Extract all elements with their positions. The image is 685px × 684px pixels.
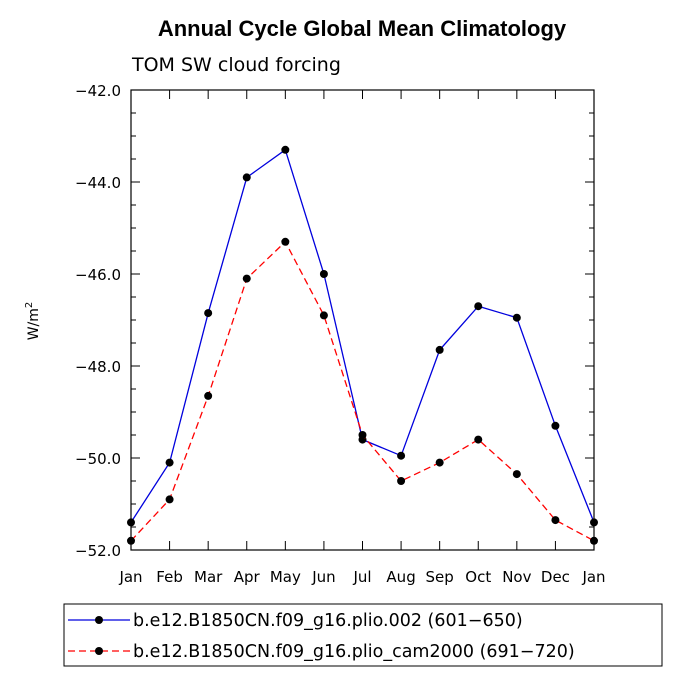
data-point-series-2	[512, 470, 521, 479]
data-point-series-1	[242, 173, 251, 182]
data-point-series-1	[551, 421, 560, 430]
x-tick-label: May	[270, 568, 301, 586]
data-point-series-1	[590, 518, 598, 527]
y-axis-label-superscript: 2	[24, 302, 35, 308]
x-tick-label: Jan	[118, 568, 142, 586]
data-point-series-2	[474, 435, 483, 444]
data-point-series-1	[127, 518, 135, 527]
y-tick-label: −52.0	[75, 542, 121, 560]
x-tick-label: Dec	[541, 568, 570, 586]
x-tick-label: Jul	[352, 568, 371, 586]
data-point-series-2	[551, 516, 560, 525]
y-tick-label: −48.0	[75, 358, 121, 376]
x-tick-label: Sep	[426, 568, 454, 586]
data-point-series-2	[281, 237, 290, 246]
data-point-series-2	[358, 431, 367, 439]
data-point-series-1	[281, 145, 290, 154]
data-point-series-2	[435, 458, 444, 467]
data-point-series-1	[512, 313, 521, 322]
y-tick-label: −46.0	[75, 266, 121, 284]
x-tick-label: Nov	[502, 568, 531, 586]
x-tick-label: Aug	[386, 568, 415, 586]
plot-area: −52.0 −50.0 −48.0 −46.0 −44.0 −42.0 Jan Feb Mar A…	[75, 82, 606, 586]
data-point-series-2	[127, 536, 135, 545]
x-tick-label: Mar	[194, 568, 223, 586]
series-line-2	[130, 240, 595, 542]
legend-label-series-2: b.e12.B1850CN.f09_g16.plio_cam2000 (691−…	[133, 642, 575, 662]
data-point-series-1	[474, 302, 483, 311]
data-point-series-1	[397, 451, 406, 460]
x-tick-label: Apr	[234, 568, 261, 586]
legend-marker-series-2	[95, 647, 103, 655]
data-point-series-2	[242, 274, 251, 283]
x-tick-label: Jun	[311, 568, 335, 586]
legend-marker-series-1	[95, 616, 103, 624]
x-tick-label: Oct	[465, 568, 491, 586]
y-axis-label: W/m2	[24, 302, 42, 341]
data-point-series-2	[590, 536, 598, 545]
data-point-series-1	[165, 458, 174, 467]
chart-subtitle: TOM SW cloud forcing	[131, 54, 341, 76]
chart-title: Annual Cycle Global Mean Climatology	[158, 16, 567, 41]
data-point-series-1	[435, 345, 444, 354]
x-tick-label: Jan	[581, 568, 605, 586]
plot-frame	[130, 89, 595, 551]
data-point-series-1	[319, 270, 328, 278]
data-point-series-2	[204, 391, 213, 400]
y-axis-label-base: W/m	[26, 308, 42, 340]
y-tick-label: −50.0	[75, 450, 121, 468]
legend-box	[63, 603, 663, 667]
series-line-1	[130, 148, 595, 523]
data-point-series-2	[397, 477, 406, 485]
y-tick-label: −44.0	[75, 174, 121, 192]
legend-label-series-1: b.e12.B1850CN.f09_g16.plio.002 (601−650)	[133, 611, 523, 631]
legend: b.e12.B1850CN.f09_g16.plio.002 (601−650)…	[63, 603, 663, 667]
y-tick-label: −42.0	[75, 82, 121, 100]
data-point-series-2	[319, 311, 328, 320]
data-point-series-1	[204, 309, 213, 318]
data-point-series-2	[165, 495, 174, 504]
x-tick-label: Feb	[156, 568, 183, 586]
